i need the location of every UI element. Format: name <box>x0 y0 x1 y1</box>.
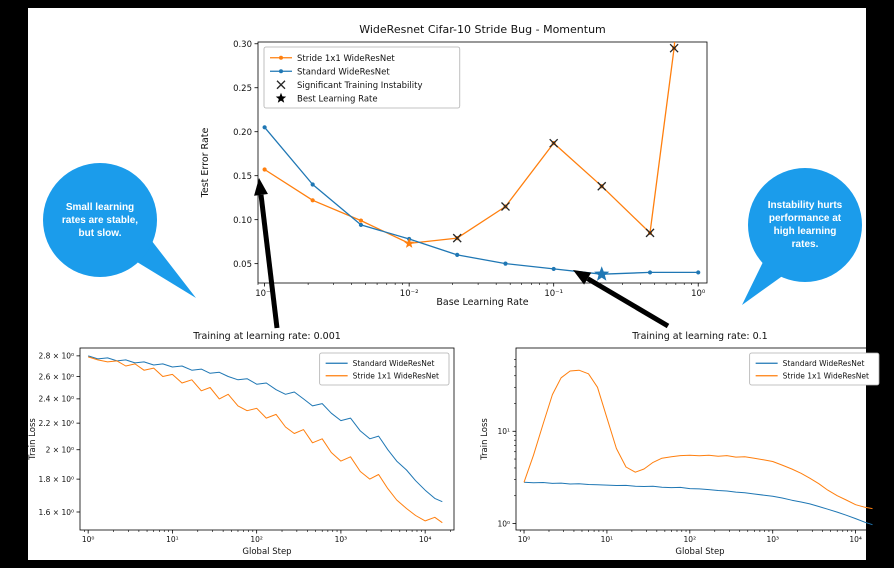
legend-star <box>275 92 287 103</box>
series-point <box>551 266 556 272</box>
legend-label: Stride 1x1 WideResNet <box>297 54 395 64</box>
x-tick-label: 10⁴ <box>419 535 432 544</box>
y-tick-label: 0.25 <box>233 84 252 94</box>
series-point <box>262 125 267 130</box>
plot-frame <box>257 41 708 284</box>
x-tick-label: 10¹ <box>166 535 179 544</box>
plot-frame <box>79 347 455 531</box>
callout-right-text: Instability hurts performance at high le… <box>767 200 843 250</box>
instability-x-marker <box>645 228 655 238</box>
y-tick-label: 10¹ <box>497 427 510 436</box>
callout-left-text: Small learning rates are stable, but slo… <box>61 201 139 239</box>
x-tick-label: 10³ <box>335 535 348 544</box>
chart-title: WideResnet Cifar-10 Stride Bug - Momentu… <box>359 23 606 36</box>
chart-title: Training at learning rate: 0.1 <box>631 331 767 342</box>
legend-box <box>749 352 880 386</box>
instability-x-marker <box>276 80 286 90</box>
y-axis-label: Train Loss <box>28 418 38 461</box>
x-axis-label: Global Step <box>675 547 724 557</box>
legend-label: Standard WideResNet <box>783 359 865 368</box>
series-line <box>523 369 873 510</box>
y-tick-label: 0.20 <box>233 128 252 138</box>
series-point <box>358 222 364 228</box>
train-loss-chart-lr-0001: 10⁰ 10¹ 10² 10³ 10⁴ 1.6 × 10⁰ 1.8 × 10⁰ 2 × 10⁰… <box>28 328 462 564</box>
x-tick-label: 10² <box>250 535 263 544</box>
x-axis-label: Base Learning Rate <box>436 297 528 308</box>
figure-panel: 10⁻³ 10⁻² 10⁻¹ 10⁰ 0.05 0.10 0.15 0.20 0.25 0.30 W… <box>28 8 885 560</box>
x-tick-label: 10² <box>684 535 697 544</box>
y-tick-label: 10⁰ <box>497 519 510 528</box>
series-point <box>696 270 701 275</box>
series-point <box>262 167 267 172</box>
instability-x-marker <box>597 181 607 191</box>
train-loss-chart-lr-01: 10⁰ 10¹ 10² 10³ 10⁴ 10⁰ 10¹ Training at learnin… <box>480 328 892 564</box>
x-tick-label: 10⁻³ <box>255 289 274 299</box>
best-lr-star <box>403 237 415 248</box>
legend-box <box>319 352 450 386</box>
instability-x-marker <box>501 202 510 211</box>
y-tick-label: 0.10 <box>233 216 252 226</box>
legend-box <box>263 46 461 109</box>
chart-title: Training at learning rate: 0.001 <box>192 331 341 342</box>
x-tick-label: 10¹ <box>601 535 614 544</box>
series-point <box>455 252 460 257</box>
x-tick-label: 10⁴ <box>849 535 862 544</box>
chart-svg: 10⁻³ 10⁻² 10⁻¹ 10⁰ 0.05 0.10 0.15 0.20 0.25 0.30 W… <box>200 23 708 308</box>
chart-svg: 10⁰ 10¹ 10² 10³ 10⁴ 1.6 × 10⁰ 1.8 × 10⁰ 2 × 10⁰… <box>28 331 455 557</box>
chart-svg: 10⁰ 10¹ 10² 10³ 10⁴ 10⁰ 10¹ Training at learnin… <box>480 331 885 557</box>
series-line <box>88 356 443 524</box>
series-point <box>310 198 315 203</box>
y-tick-label: 2.4 × 10⁰ <box>38 395 74 404</box>
callout-bubble-right: Instability hurts performance at high le… <box>748 168 862 282</box>
y-tick-label: 1.8 × 10⁰ <box>38 475 74 484</box>
y-tick-label: 0.30 <box>233 40 252 50</box>
test-error-vs-learning-rate-chart: 10⁻³ 10⁻² 10⁻¹ 10⁰ 0.05 0.10 0.15 0.20 0.25 0.30 W… <box>195 16 735 322</box>
y-tick-label: 2 × 10⁰ <box>46 446 74 455</box>
series-point <box>503 261 508 266</box>
y-axis-label: Train Loss <box>480 418 490 461</box>
legend-label: Significant Training Instability <box>297 81 423 91</box>
instability-x-marker <box>549 138 559 148</box>
series-point <box>647 270 653 275</box>
callout-bubble-left: Small learning rates are stable, but slo… <box>43 163 157 277</box>
y-tick-label: 2.6 × 10⁰ <box>38 372 74 381</box>
instability-x-marker <box>452 233 462 243</box>
legend-label: Standard WideResNet <box>353 359 435 368</box>
instability-x-marker <box>669 43 679 53</box>
legend-label: Standard WideResNet <box>297 67 390 77</box>
y-axis-label: Test Error Rate <box>200 128 211 199</box>
series-line <box>264 126 699 275</box>
series-line <box>523 481 873 526</box>
legend-label: Stride 1x1 WideResNet <box>353 371 439 380</box>
series-point <box>310 182 315 187</box>
legend-label: Best Learning Rate <box>297 94 378 104</box>
best-lr-star <box>594 266 610 281</box>
x-tick-label: 10⁰ <box>518 535 531 544</box>
x-tick-label: 10³ <box>766 535 779 544</box>
y-tick-label: 2.2 × 10⁰ <box>38 419 74 428</box>
series-line <box>88 355 443 503</box>
x-tick-label: 10⁰ <box>691 289 706 299</box>
series-point <box>358 218 364 223</box>
y-tick-label: 2.8 × 10⁰ <box>38 352 74 361</box>
x-tick-label: 10⁻² <box>400 289 419 299</box>
y-tick-label: 0.15 <box>233 172 252 182</box>
y-tick-label: 0.05 <box>233 260 252 270</box>
plot-frame <box>515 347 885 531</box>
x-tick-label: 10⁰ <box>82 535 95 544</box>
x-axis-label: Global Step <box>242 547 291 557</box>
y-tick-label: 1.6 × 10⁰ <box>38 508 74 517</box>
x-tick-label: 10⁻¹ <box>544 289 563 299</box>
legend-label: Stride 1x1 WideResNet <box>783 371 869 380</box>
